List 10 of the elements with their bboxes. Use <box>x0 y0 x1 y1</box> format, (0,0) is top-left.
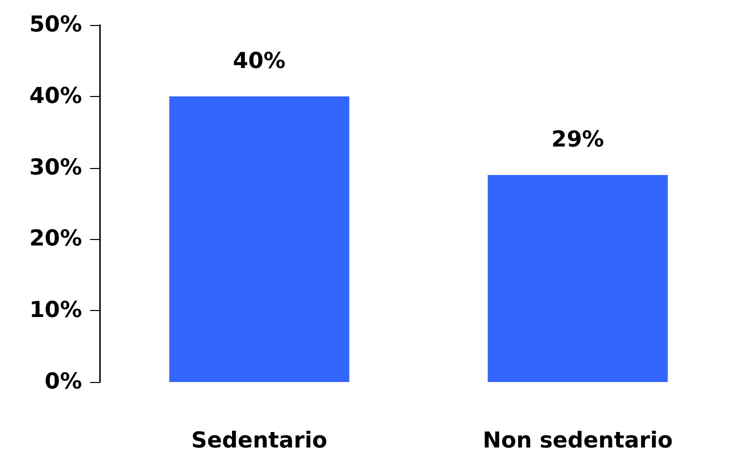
y-tick-label: 10% <box>29 298 82 324</box>
y-tick-label: 50% <box>29 12 82 38</box>
x-tick-label: Sedentario <box>191 428 328 454</box>
y-tick-label: 30% <box>29 155 82 180</box>
data-label: 40% <box>232 48 286 74</box>
y-tick-label: 0% <box>44 370 82 394</box>
x-tick-label: Non sedentario <box>482 428 673 454</box>
y-tick-label: 20% <box>29 226 82 252</box>
data-label: 29% <box>551 127 604 152</box>
y-tick-label: 40% <box>29 84 82 109</box>
